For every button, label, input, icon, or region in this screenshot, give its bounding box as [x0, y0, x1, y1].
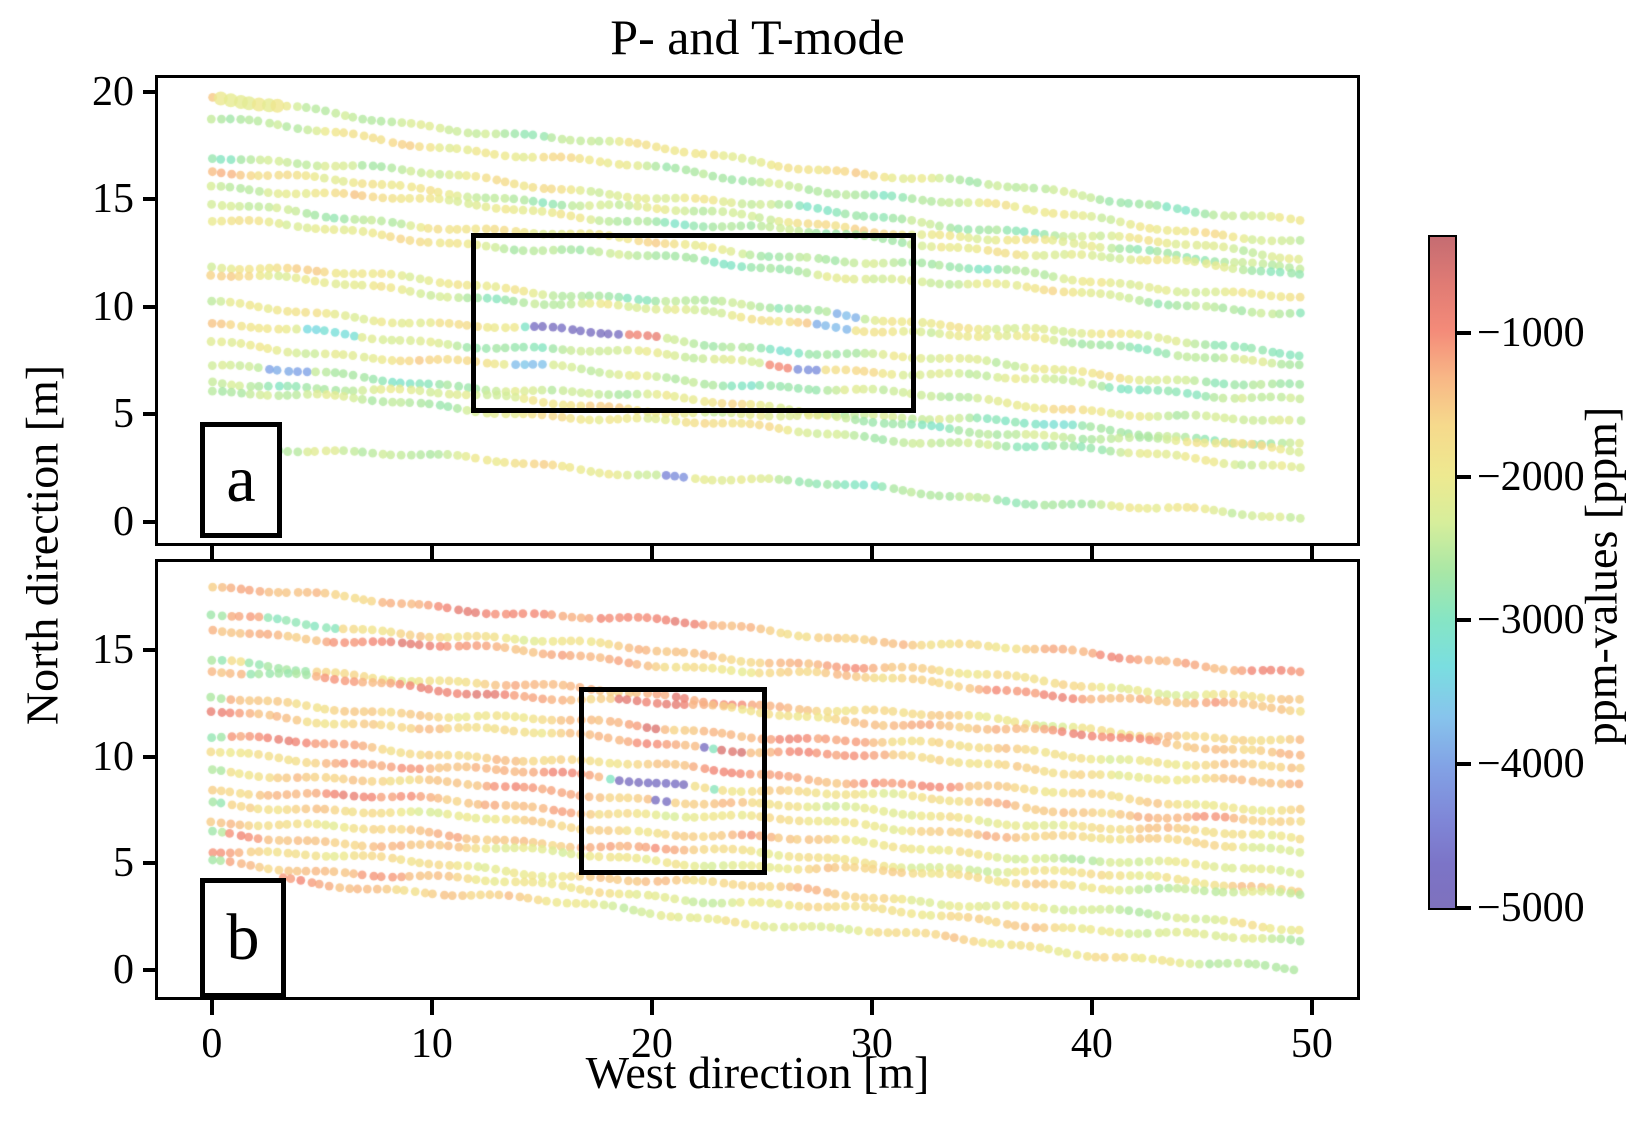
colorbar-gradient [1430, 237, 1455, 908]
chart-title: P- and T-mode [610, 9, 905, 65]
ytick-mark [143, 754, 158, 759]
cbtick-mark [1457, 330, 1471, 335]
ytick-mark [143, 648, 158, 653]
xtick-mark [1089, 546, 1094, 561]
panel-label-box-b: b [200, 878, 286, 998]
panel-a: a [155, 75, 1360, 546]
y-tick-label: 10 [92, 283, 134, 330]
highlight-rect-a [470, 233, 917, 413]
xtick-mark [429, 546, 434, 561]
xtick-mark [1089, 1000, 1094, 1015]
colorbar-tick-label: −1000 [1477, 309, 1585, 356]
y-axis-label: North direction [m] [16, 364, 68, 726]
cbtick-mark [1457, 618, 1471, 623]
y-tick-label: 5 [113, 840, 134, 887]
y-tick-label: 0 [113, 498, 134, 545]
colorbar-tick-label: −5000 [1477, 885, 1585, 931]
scatter-canvas-b [158, 562, 1357, 997]
panel-label-a: a [226, 443, 256, 516]
colorbar [1428, 235, 1457, 910]
y-tick-label: 15 [92, 176, 134, 223]
colorbar-label: ppm-values [ppm] [1575, 406, 1627, 746]
cbtick-mark [1457, 474, 1471, 479]
xtick-mark [429, 1000, 434, 1015]
colorbar-tick-label: −2000 [1477, 453, 1585, 500]
ytick-mark [143, 89, 158, 94]
xtick-mark [209, 1000, 214, 1015]
y-tick-label: 15 [92, 627, 134, 674]
xtick-mark [869, 1000, 874, 1015]
xtick-mark [209, 546, 214, 561]
highlight-rect-b [578, 686, 767, 875]
cbtick-mark [1457, 762, 1471, 767]
colorbar-tick-label: −4000 [1477, 741, 1585, 788]
xtick-mark [649, 546, 654, 561]
ytick-mark [143, 412, 158, 417]
ytick-mark [143, 967, 158, 972]
panel-b: b [155, 559, 1360, 1000]
xtick-mark [1309, 1000, 1314, 1015]
xtick-mark [649, 1000, 654, 1015]
scatter-canvas-a [158, 78, 1357, 543]
x-axis-label: West direction [m] [585, 1047, 930, 1098]
xtick-mark [1309, 546, 1314, 561]
ytick-mark [143, 197, 158, 202]
ytick-mark [143, 519, 158, 524]
y-tick-label: 20 [92, 68, 134, 115]
y-tick-label: 10 [92, 733, 134, 780]
y-tick-label: 5 [113, 391, 134, 438]
cbtick-mark [1457, 906, 1471, 910]
panel-label-b: b [226, 901, 260, 974]
ytick-mark [143, 304, 158, 309]
xtick-mark [869, 546, 874, 561]
colorbar-tick-label: −3000 [1477, 597, 1585, 644]
y-tick-label: 0 [113, 946, 134, 993]
ytick-mark [143, 861, 158, 866]
panel-label-box-a: a [200, 422, 282, 538]
